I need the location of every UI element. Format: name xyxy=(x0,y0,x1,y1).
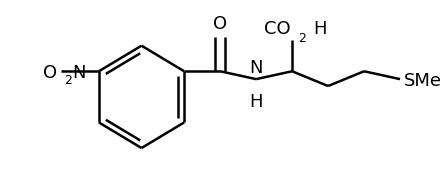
Text: O: O xyxy=(213,15,227,33)
Text: CO: CO xyxy=(264,20,290,38)
Text: H: H xyxy=(249,93,263,111)
Text: N: N xyxy=(249,59,263,77)
Text: N: N xyxy=(72,64,86,82)
Text: 2: 2 xyxy=(298,32,305,45)
Text: 2: 2 xyxy=(64,74,72,87)
Text: SMe: SMe xyxy=(404,72,442,90)
Text: O: O xyxy=(43,64,57,82)
Text: H: H xyxy=(313,20,326,38)
